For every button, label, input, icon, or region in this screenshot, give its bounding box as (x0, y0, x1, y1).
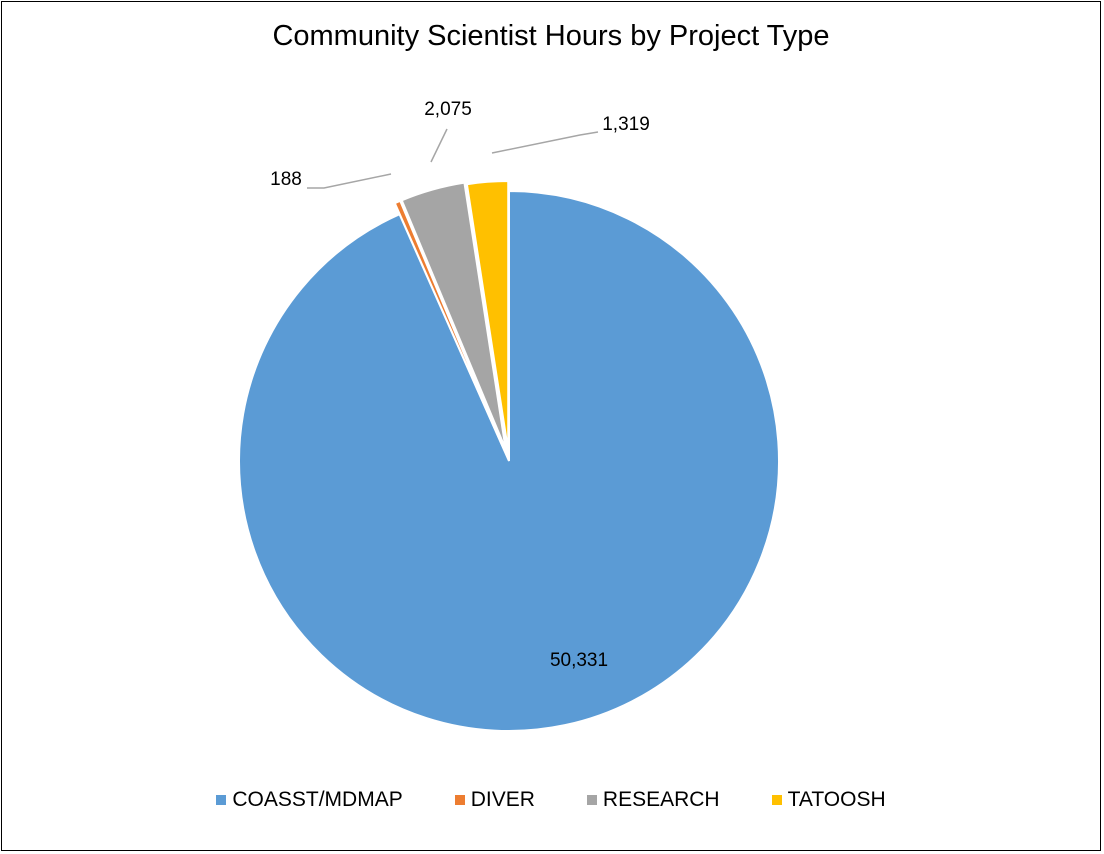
legend-swatch-tatoosh (771, 795, 782, 805)
legend-item-diver: DIVER (454, 788, 535, 812)
legend-label-research: RESEARCH (602, 788, 720, 811)
data-label-research: 2,075 (424, 99, 472, 120)
data-label-tatoosh: 1,319 (602, 114, 650, 135)
pie-slices (238, 180, 780, 732)
legend: COASST/MDMAP DIVER RESEARCH TATOOSH (2, 788, 1100, 812)
legend-item-research: RESEARCH (586, 788, 720, 812)
legend-label-coasst-mdmap: COASST/MDMAP (232, 788, 403, 811)
data-labels: 50,331 188 2,075 1,319 (270, 99, 650, 671)
legend-label-tatoosh: TATOOSH (787, 788, 886, 811)
legend-label-diver: DIVER (470, 788, 535, 811)
leader-line-diver (307, 173, 392, 189)
legend-swatch-coasst-mdmap (216, 795, 227, 805)
data-label-diver: 188 (270, 169, 302, 190)
legend-item-tatoosh: TATOOSH (771, 788, 886, 812)
pie-slice-research (400, 181, 507, 450)
legend-swatch-research (586, 795, 597, 805)
leader-lines (307, 128, 599, 189)
leader-line-tatoosh (491, 131, 599, 154)
legend-swatch-diver (454, 795, 465, 805)
pie-slice-coasst-mdmap (238, 189, 780, 732)
pie-slice-diver (393, 199, 506, 451)
leader-line-research (430, 128, 448, 163)
pie-slice-tatoosh (465, 180, 510, 452)
legend-item-coasst-mdmap: COASST/MDMAP (216, 788, 403, 812)
data-label-coasst-mdmap: 50,331 (550, 650, 608, 671)
chart-title: Community Scientist Hours by Project Typ… (272, 20, 830, 52)
